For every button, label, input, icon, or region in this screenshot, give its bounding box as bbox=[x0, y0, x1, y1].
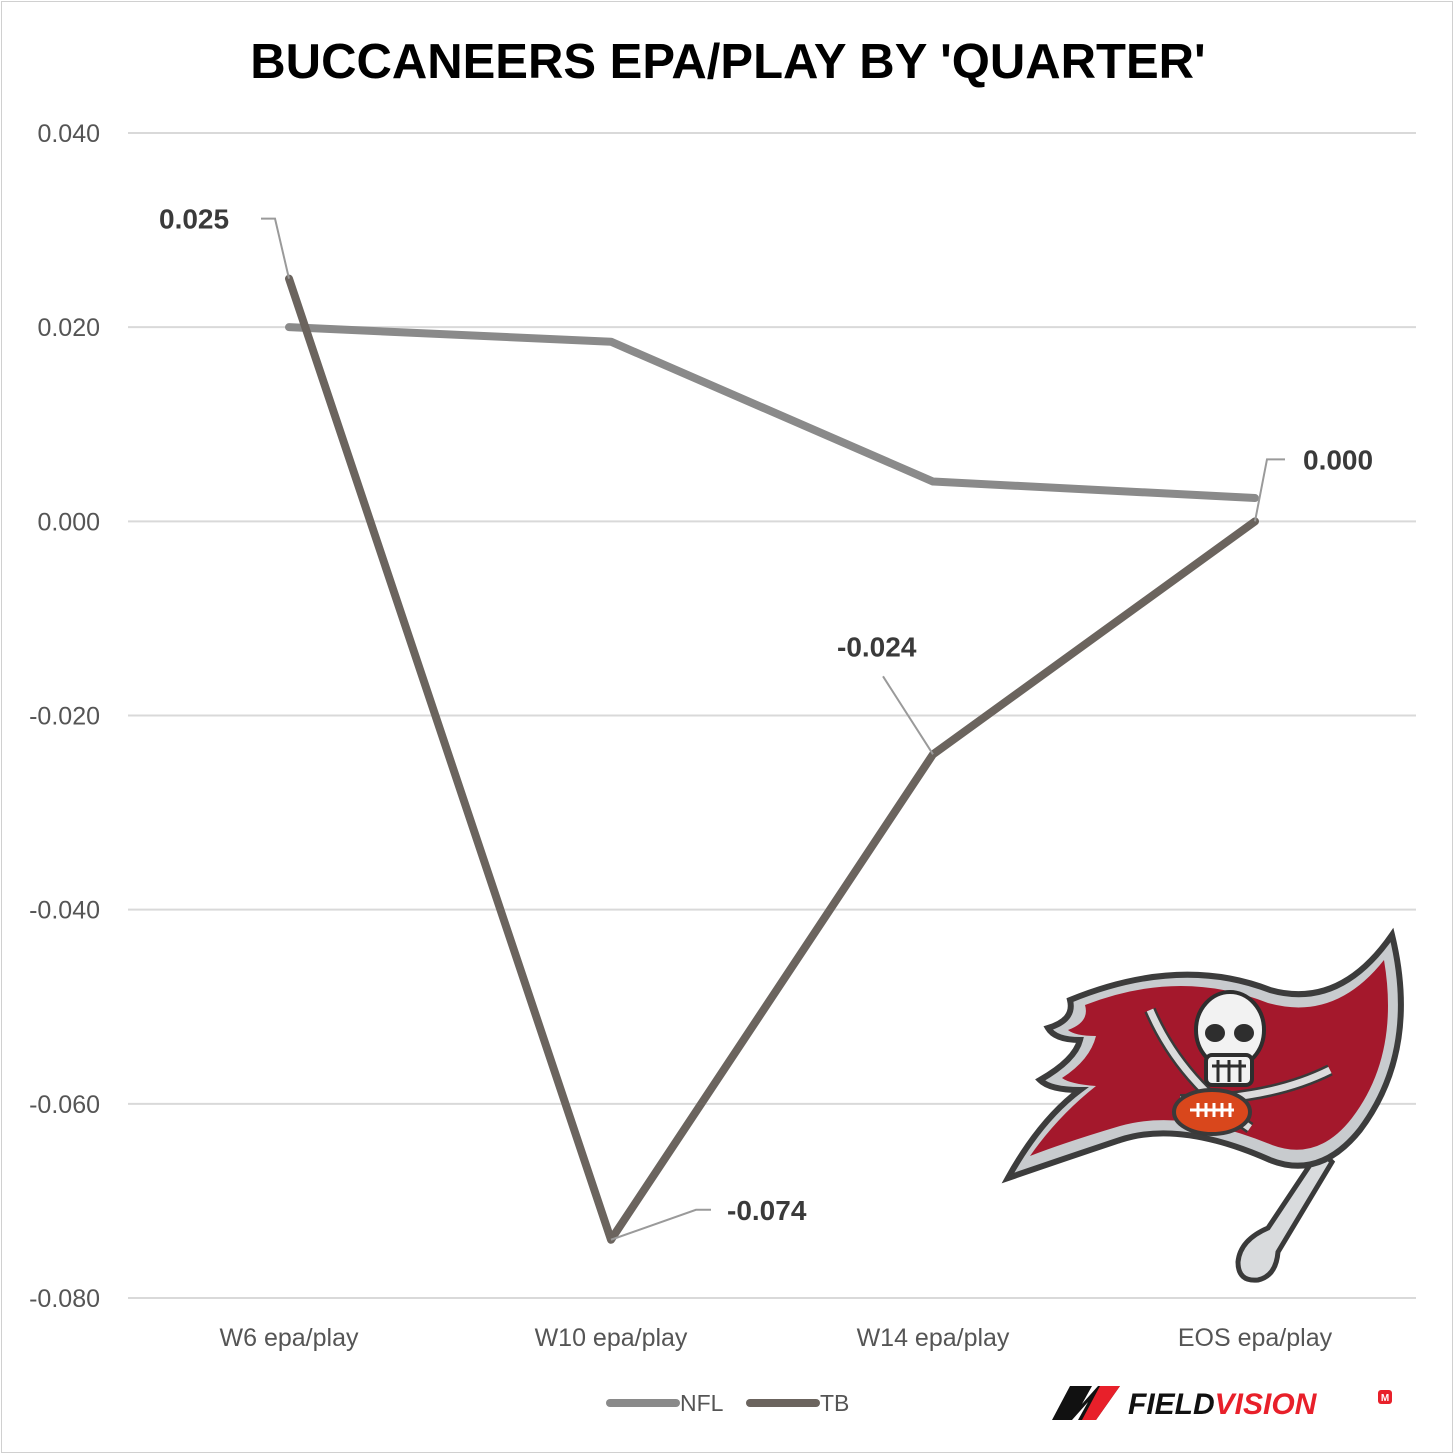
y-tick-label: 0.020 bbox=[37, 314, 100, 342]
y-tick-label: -0.040 bbox=[29, 897, 100, 925]
label-leader-line bbox=[610, 1208, 711, 1241]
label-leader-line bbox=[261, 217, 290, 279]
x-tick-label: EOS epa/play bbox=[1178, 1324, 1333, 1352]
y-tick-label: 0.040 bbox=[37, 120, 100, 148]
x-tick-label: W14 epa/play bbox=[857, 1324, 1010, 1352]
y-tick-label: -0.060 bbox=[29, 1091, 100, 1119]
buccaneers-flag-logo bbox=[1001, 927, 1404, 1283]
x-tick-label: W10 epa/play bbox=[535, 1324, 688, 1352]
label-leader-line bbox=[882, 675, 934, 755]
fieldvision-wordmark: FIELDVISION M bbox=[1052, 1386, 1392, 1421]
data-label: -0.024 bbox=[837, 631, 917, 662]
data-labels: 0.025 -0.074 -0.024 0.000 bbox=[159, 204, 1373, 1241]
legend: NFL TB bbox=[606, 1390, 849, 1416]
legend-label: NFL bbox=[680, 1390, 724, 1416]
chart-title: BUCCANEERS EPA/PLAY BY 'QUARTER' bbox=[250, 35, 1206, 89]
series-lines bbox=[285, 274, 1259, 1244]
wordmark-text: FIELDVISION bbox=[1128, 1388, 1318, 1421]
y-tick-label: 0.000 bbox=[37, 508, 100, 536]
series-line-nfl bbox=[285, 323, 1259, 503]
legend-label: TB bbox=[820, 1390, 849, 1416]
wordmark-badge bbox=[1378, 1390, 1392, 1404]
wordmark-mark: M bbox=[1381, 1393, 1389, 1404]
wordmark-suffix: VISION bbox=[1215, 1388, 1318, 1421]
x-tick-label: W6 epa/play bbox=[220, 1324, 359, 1352]
data-label: 0.025 bbox=[159, 204, 229, 235]
x-axis-ticks: W6 epa/play W10 epa/play W14 epa/play EOS e… bbox=[220, 1324, 1333, 1352]
series-line-tb bbox=[285, 274, 1259, 1244]
wordmark-prefix: FIELD bbox=[1128, 1388, 1215, 1421]
data-label: -0.074 bbox=[727, 1195, 807, 1226]
y-tick-label: -0.080 bbox=[29, 1285, 100, 1313]
y-axis-ticks: 0.040 0.020 0.000 -0.020 -0.040 -0.060 -0.080 bbox=[29, 120, 100, 1313]
label-leader-line bbox=[1254, 458, 1285, 522]
y-tick-label: -0.020 bbox=[29, 703, 100, 731]
data-label: 0.000 bbox=[1303, 444, 1373, 475]
